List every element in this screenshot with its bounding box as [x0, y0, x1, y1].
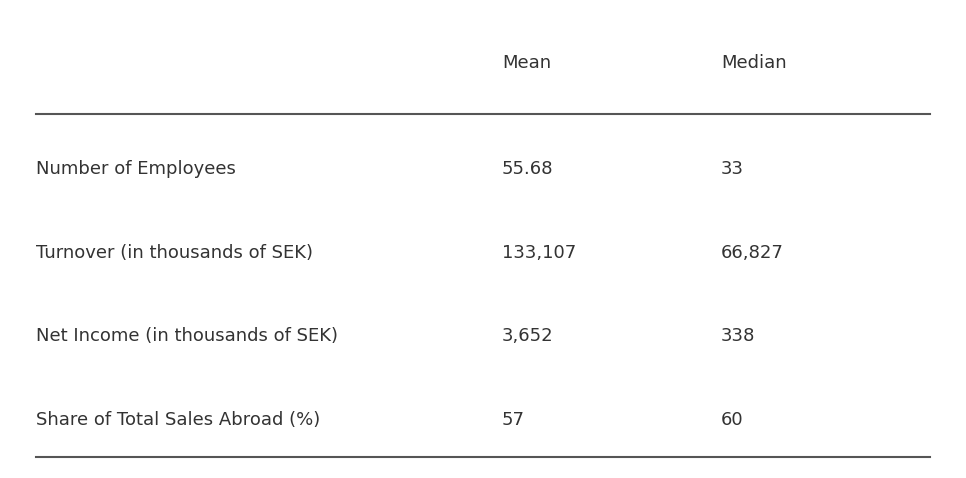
Text: 3,652: 3,652	[502, 327, 554, 346]
Text: 55.68: 55.68	[502, 161, 554, 178]
Text: Median: Median	[721, 54, 786, 72]
Text: Number of Employees: Number of Employees	[36, 161, 236, 178]
Text: Mean: Mean	[502, 54, 552, 72]
Text: 66,827: 66,827	[721, 244, 783, 262]
Text: 133,107: 133,107	[502, 244, 577, 262]
Text: 338: 338	[721, 327, 755, 346]
Text: 33: 33	[721, 161, 744, 178]
Text: Net Income (in thousands of SEK): Net Income (in thousands of SEK)	[36, 327, 337, 346]
Text: Turnover (in thousands of SEK): Turnover (in thousands of SEK)	[36, 244, 313, 262]
Text: Share of Total Sales Abroad (%): Share of Total Sales Abroad (%)	[36, 411, 320, 429]
Text: 57: 57	[502, 411, 526, 429]
Text: 60: 60	[721, 411, 744, 429]
